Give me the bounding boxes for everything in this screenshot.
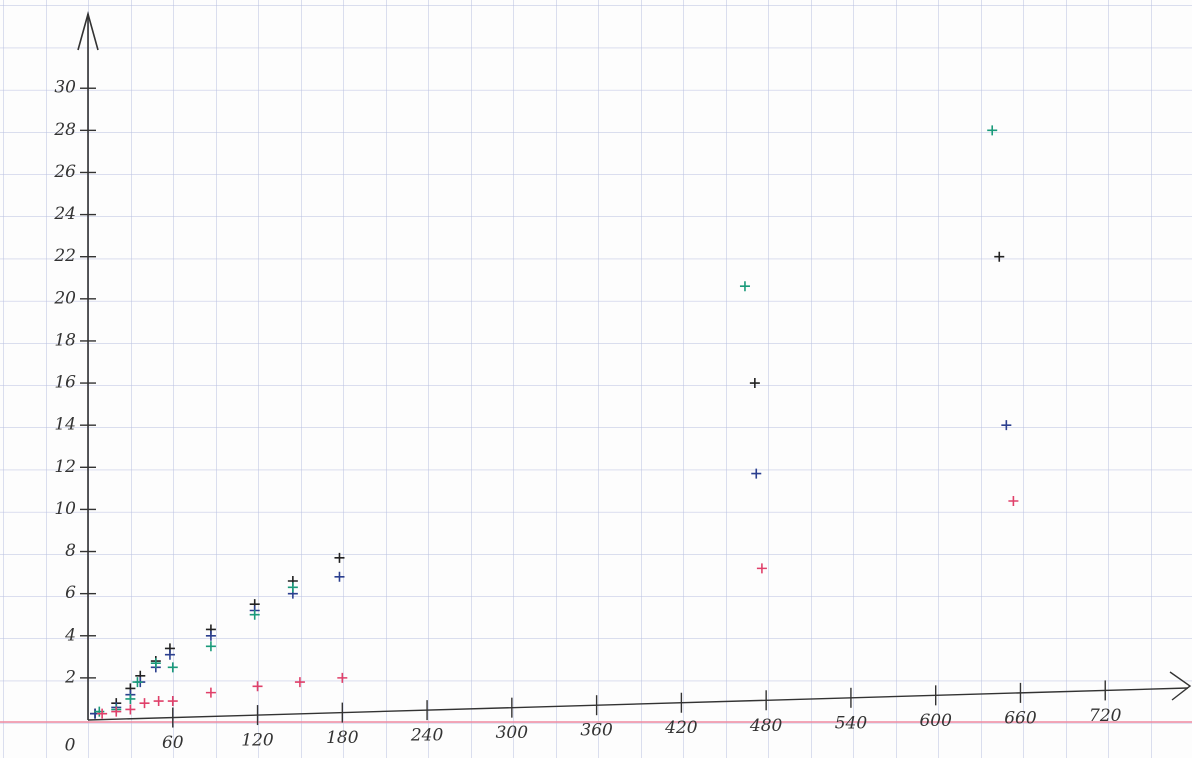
y-tick-label: 8 (65, 541, 76, 561)
y-tick-label: 22 (53, 246, 76, 266)
x-tick-label: 120 (241, 731, 274, 751)
y-tick-label: 16 (54, 373, 76, 393)
x-tick-label: 60 (162, 733, 184, 753)
y-tick-label: 20 (53, 288, 76, 308)
y-tick-label: 28 (53, 120, 76, 140)
chart: 0601201802403003604204805406006607202468… (0, 0, 1192, 758)
page: 0601201802403003604204805406006607202468… (0, 0, 1192, 758)
x-tick-label: 360 (580, 721, 613, 741)
y-tick-label: 14 (54, 415, 76, 435)
x-tick-label: 540 (835, 713, 868, 733)
x-tick-label: 300 (496, 723, 529, 743)
x-tick-label: 480 (749, 716, 783, 736)
x-tick-label: 0 (65, 736, 76, 756)
x-tick-label: 600 (919, 711, 952, 731)
x-tick-label: 420 (664, 718, 698, 738)
y-tick-label: 4 (64, 625, 76, 645)
x-tick-label: 180 (326, 728, 359, 748)
graph-paper (0, 0, 1192, 758)
y-tick-label: 24 (53, 204, 76, 224)
y-tick-label: 18 (54, 330, 76, 350)
x-tick-label: 660 (1004, 708, 1037, 728)
y-tick-label: 6 (65, 583, 76, 603)
x-tick-label: 240 (410, 726, 444, 746)
x-tick-label: 720 (1089, 706, 1122, 726)
y-tick-label: 12 (54, 457, 76, 477)
y-tick-label: 10 (54, 499, 76, 519)
y-tick-label: 2 (64, 667, 76, 687)
y-tick-label: 30 (54, 78, 76, 98)
y-tick-label: 26 (53, 162, 76, 182)
